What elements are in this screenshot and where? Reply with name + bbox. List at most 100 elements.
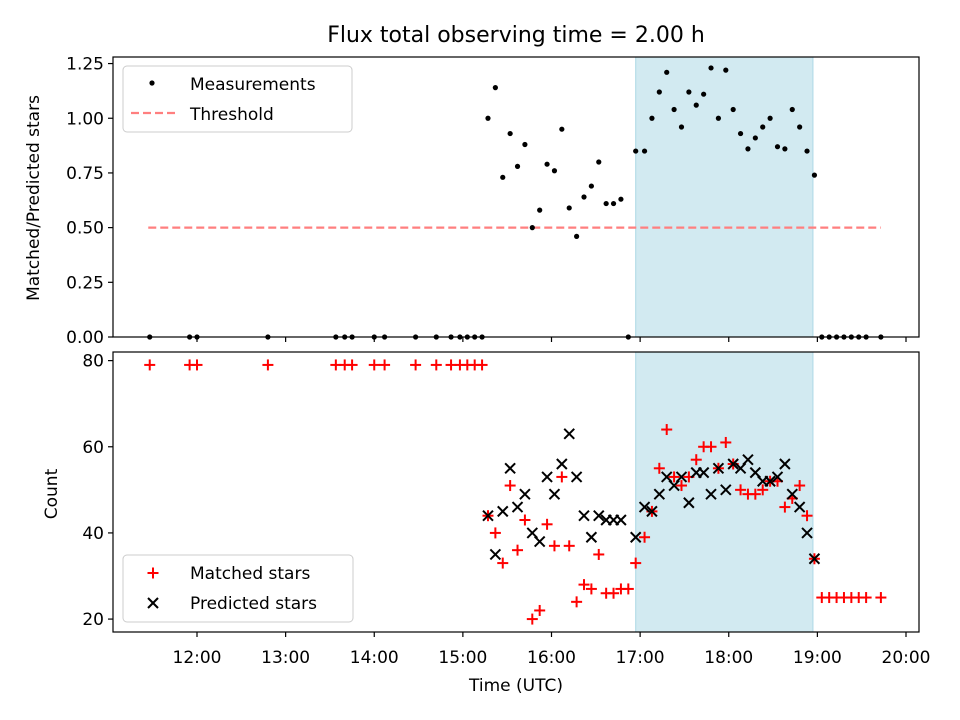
x-axis-label: Time (UTC) bbox=[468, 676, 563, 696]
cross-b bbox=[497, 505, 509, 518]
matched-star-point bbox=[779, 501, 791, 513]
measurement-point bbox=[693, 102, 699, 108]
cross-b bbox=[675, 471, 688, 483]
matched-star-point bbox=[593, 548, 605, 560]
measurement-point bbox=[581, 194, 587, 200]
matched-star-point bbox=[720, 436, 732, 448]
matched-star-point bbox=[585, 583, 597, 595]
predicted-star-point bbox=[497, 505, 509, 518]
cross-b bbox=[712, 462, 725, 475]
cross-b bbox=[705, 488, 717, 500]
predicted-star-point bbox=[482, 509, 494, 522]
measurement-point bbox=[737, 130, 744, 137]
cross-b bbox=[629, 531, 642, 543]
matched-star-point bbox=[639, 531, 651, 543]
cross-b bbox=[808, 553, 821, 565]
top-ylabel: Matched/Predicted stars bbox=[24, 95, 44, 301]
y-tick-label: 1.00 bbox=[66, 109, 104, 129]
measurement-point bbox=[618, 196, 624, 202]
x-tick-label: 20:00 bbox=[882, 648, 931, 668]
plot-layer: 12:00 13:00 14:00 15:00 16:00 17:00 18:00 19:00… bbox=[66, 55, 930, 668]
matched-star-point bbox=[556, 471, 568, 483]
axes-frame-top bbox=[112, 56, 920, 338]
measurement-point bbox=[566, 205, 572, 211]
measurement-point bbox=[789, 106, 795, 113]
predicted-star-point bbox=[793, 501, 806, 513]
matched-star-point bbox=[801, 510, 813, 522]
cross-b bbox=[533, 535, 546, 548]
predicted-star-point bbox=[533, 535, 546, 548]
x-tick-label: 13:00 bbox=[261, 648, 310, 668]
y-tick-label: 0.00 bbox=[66, 328, 104, 348]
shaded-interval-top bbox=[635, 56, 814, 338]
measurement-point bbox=[745, 146, 751, 152]
predicted-star-point bbox=[593, 509, 605, 522]
measurement-point bbox=[649, 115, 655, 121]
measurement-point bbox=[522, 141, 528, 148]
matched-star-point bbox=[860, 592, 872, 604]
cross-b bbox=[786, 488, 798, 500]
measurement-point bbox=[633, 148, 639, 154]
cross-b bbox=[511, 501, 524, 513]
predicted-star-point bbox=[712, 462, 725, 475]
cross-b bbox=[653, 488, 666, 500]
predicted-star-point bbox=[779, 458, 791, 470]
matched-star-point bbox=[690, 454, 702, 466]
cross-b bbox=[697, 466, 710, 479]
predicted-star-point bbox=[697, 466, 710, 479]
predicted-star-point bbox=[653, 488, 666, 500]
x-tick-label: 14:00 bbox=[350, 648, 399, 668]
matched-star-point bbox=[379, 359, 391, 371]
matched-star-point bbox=[191, 359, 203, 371]
matched-star-point bbox=[705, 441, 717, 453]
measurement-point bbox=[664, 69, 670, 75]
cross-b bbox=[526, 527, 539, 539]
predicted-star-point bbox=[615, 514, 627, 526]
predicted-star-point bbox=[519, 488, 531, 500]
matched-star-point bbox=[630, 557, 642, 569]
matched-star-point bbox=[661, 424, 673, 436]
predicted-star-point bbox=[646, 505, 658, 518]
cross-b bbox=[742, 453, 754, 466]
predicted-star-point bbox=[808, 553, 821, 565]
y-tick-label: 1.25 bbox=[66, 55, 104, 75]
predicted-star-point bbox=[578, 509, 590, 522]
measurement-point bbox=[671, 106, 677, 113]
measurement-point bbox=[774, 144, 781, 150]
matched-star-point bbox=[368, 359, 380, 371]
legend-top: Measurements Threshold bbox=[122, 65, 353, 133]
matched-star-point bbox=[675, 480, 687, 492]
predicted-star-point bbox=[585, 531, 598, 543]
measurement-point bbox=[507, 130, 513, 137]
predicted-star-point bbox=[638, 501, 651, 513]
measurement-point bbox=[596, 159, 602, 165]
cross-b bbox=[615, 514, 627, 526]
measurement-point bbox=[656, 89, 662, 95]
matched-star-point bbox=[534, 604, 546, 616]
y-tick-label: 60 bbox=[82, 438, 104, 458]
measurement-point bbox=[723, 67, 729, 73]
measurement-point bbox=[730, 106, 736, 113]
measurement-point bbox=[782, 146, 788, 152]
predicted-star-point bbox=[556, 458, 568, 470]
matched-star-point bbox=[757, 484, 769, 496]
matched-star-point bbox=[497, 557, 509, 569]
legend-marker-matched bbox=[147, 567, 159, 579]
cross-b bbox=[482, 509, 494, 522]
measurement-point bbox=[551, 168, 558, 174]
predicted-star-point bbox=[727, 458, 739, 470]
measurement-point bbox=[701, 91, 707, 97]
x-tick-label: 17:00 bbox=[616, 648, 665, 668]
measurement-point bbox=[708, 65, 714, 71]
matched-star-point bbox=[476, 359, 488, 371]
x-tick-label: 18:00 bbox=[704, 648, 753, 668]
matched-star-point bbox=[571, 596, 583, 608]
matched-star-point bbox=[653, 462, 665, 474]
cross-b bbox=[661, 471, 673, 483]
measurement-point bbox=[610, 200, 617, 207]
y-tick-label: 0.25 bbox=[66, 273, 104, 293]
matched-star-point bbox=[875, 592, 887, 604]
matched-star-point bbox=[346, 359, 358, 371]
measurement-point bbox=[492, 85, 498, 91]
legend-bottom: Matched stars Predicted stars bbox=[122, 554, 354, 623]
